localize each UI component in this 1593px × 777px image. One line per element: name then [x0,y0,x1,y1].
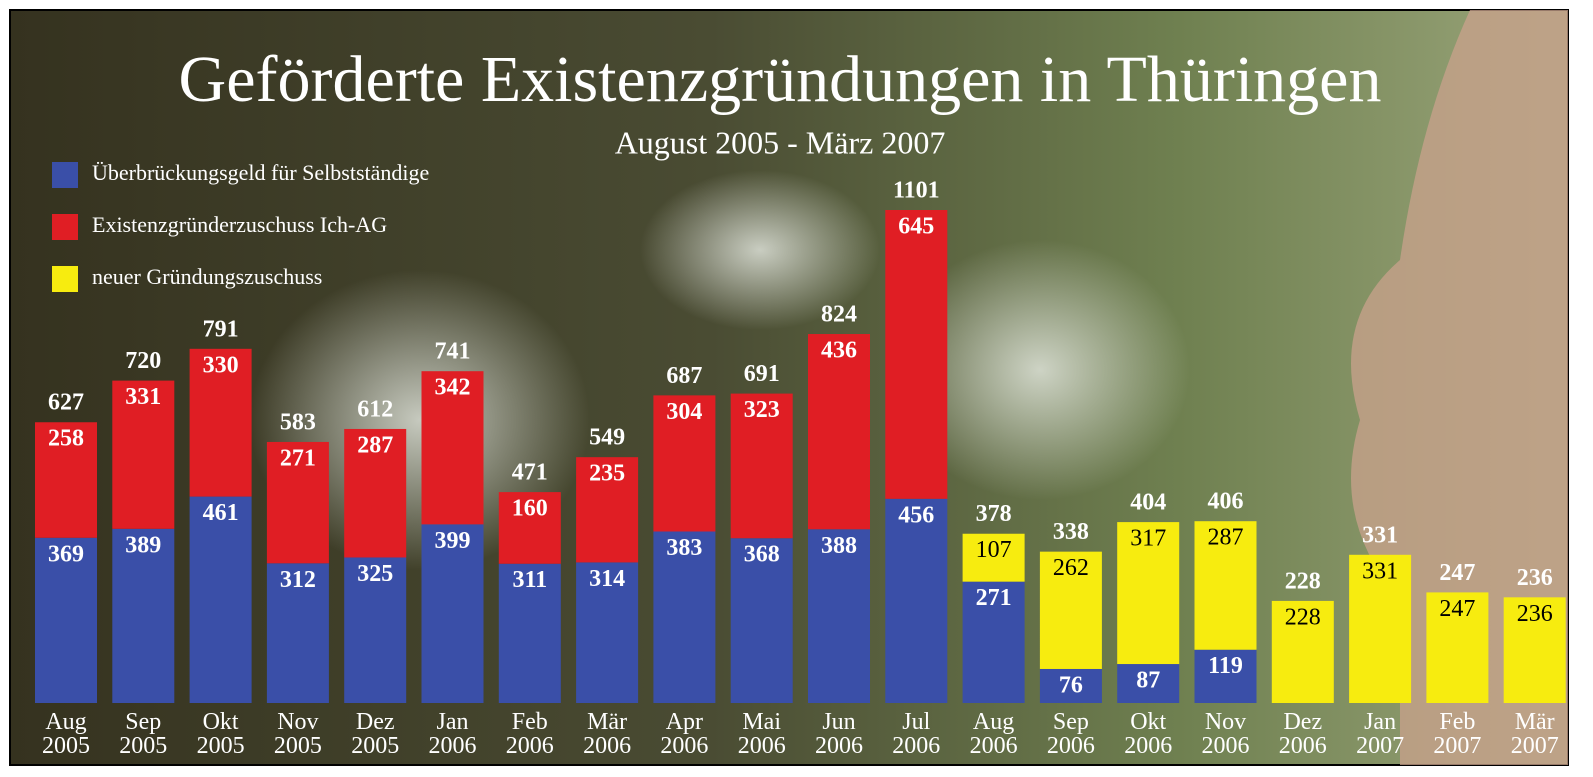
total-label: 824 [821,302,857,328]
value-label: 87 [1136,668,1160,694]
total-label: 338 [1053,519,1089,545]
value-label: 645 [898,214,934,240]
legend-label: Überbrückungsgeld für Selbstständige [92,160,429,185]
total-label: 791 [203,316,239,342]
value-label: 388 [821,533,857,559]
value-label: 247 [1439,596,1475,622]
x-tick-label: Okt 2006 [1113,710,1183,758]
value-label: 461 [203,500,239,526]
x-tick-label: Aug 2006 [959,710,1029,758]
value-label: 314 [589,566,625,592]
total-label: 720 [125,348,161,374]
value-label: 456 [898,502,934,528]
x-tick-label: Jul 2006 [881,710,951,758]
value-label: 342 [435,375,471,401]
x-tick-label: Okt 2005 [186,710,256,758]
chart-subtitle: August 2005 - März 2007 [615,124,946,160]
total-label: 378 [976,501,1012,527]
legend-label: Existenzgründerzuschuss Ich-AG [92,212,387,237]
value-label: 119 [1208,653,1243,679]
total-label: 228 [1285,568,1321,594]
x-tick-label: Aug 2005 [31,710,101,758]
bar-segment [885,499,947,703]
chart-title: Geförderte Existenzgründungen in Thüring… [179,43,1382,116]
value-label: 325 [357,561,393,587]
x-tick-label: Jan 2007 [1345,710,1415,758]
x-tick-label: Feb 2007 [1422,710,1492,758]
total-label: 331 [1362,522,1398,548]
value-label: 76 [1059,672,1083,698]
x-tick-label: Nov 2005 [263,710,333,758]
value-label: 330 [203,352,239,378]
total-label: 406 [1208,489,1244,515]
value-label: 369 [48,541,84,567]
legend-swatch [52,266,78,292]
value-label: 262 [1053,555,1089,581]
legend-swatch [52,162,78,188]
total-label: 612 [357,396,393,422]
value-label: 331 [125,384,161,410]
value-label: 287 [1208,525,1244,551]
chart-page: Geförderte Existenzgründungen in Thüring… [0,0,1593,777]
total-label: 583 [280,409,316,435]
x-tick-label: Dez 2006 [1268,710,1338,758]
x-tick-label: Mai 2006 [727,710,797,758]
x-tick-label: Mär 2006 [572,710,642,758]
legend-label: neuer Gründungszuschuss [92,264,322,289]
value-label: 389 [125,532,161,558]
x-tick-label: Mär 2007 [1500,710,1570,758]
total-label: 741 [435,339,471,365]
x-tick-label: Apr 2006 [649,710,719,758]
x-tick-label: Jan 2006 [418,710,488,758]
x-tick-label: Dez 2005 [340,710,410,758]
value-label: 287 [357,432,393,458]
total-label: 404 [1130,490,1166,516]
total-label: 549 [589,425,625,451]
value-label: 271 [280,445,316,471]
value-label: 258 [48,426,84,452]
chart: Geförderte Existenzgründungen in Thüring… [0,0,1593,777]
value-label: 317 [1130,526,1166,552]
bar-segment [885,210,947,499]
bar-segment [190,497,252,703]
total-label: 627 [48,390,84,416]
x-tick-label: Jun 2006 [804,710,874,758]
x-tick-label: Feb 2006 [495,710,565,758]
value-label: 304 [666,399,702,425]
value-label: 383 [666,535,702,561]
x-tick-label: Sep 2005 [108,710,178,758]
value-label: 236 [1517,601,1553,627]
value-label: 368 [744,542,780,568]
total-label: 687 [666,363,702,389]
value-label: 311 [512,567,547,593]
value-label: 323 [744,397,780,423]
value-label: 271 [976,585,1012,611]
total-label: 247 [1439,560,1475,586]
total-label: 1101 [893,178,940,204]
value-label: 107 [976,537,1012,563]
value-label: 331 [1362,558,1398,584]
value-label: 228 [1285,604,1321,630]
total-label: 236 [1517,565,1553,591]
value-label: 399 [435,528,471,554]
value-label: 436 [821,338,857,364]
x-tick-label: Nov 2006 [1191,710,1261,758]
total-label: 471 [512,460,548,486]
total-label: 691 [744,361,780,387]
value-label: 235 [589,461,625,487]
value-label: 312 [280,567,316,593]
x-tick-label: Sep 2006 [1036,710,1106,758]
legend-swatch [52,214,78,240]
value-label: 160 [512,496,548,522]
